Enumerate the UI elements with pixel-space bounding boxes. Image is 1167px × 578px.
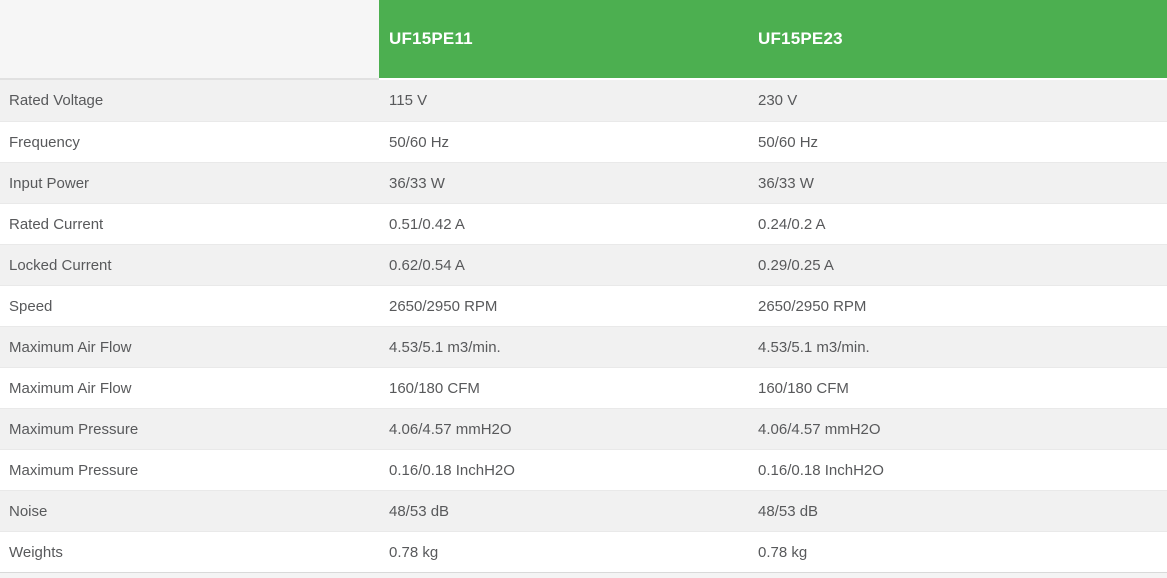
row-label: Speed xyxy=(9,297,53,315)
cell-value-uf15pe11: 0.16/0.18 InchH2O xyxy=(389,461,515,479)
row-label: Noise xyxy=(9,502,48,520)
row-label: Maximum Pressure xyxy=(9,420,139,438)
column-header-uf15pe23: UF15PE23 xyxy=(748,0,1167,80)
cell-value-uf15pe23: 4.53/5.1 m3/min. xyxy=(758,338,870,356)
cell-value-uf15pe11: 2650/2950 RPM xyxy=(389,297,498,315)
row-label: Locked Current xyxy=(9,256,112,274)
table-body: Rated Voltage 115 V 230 V Frequency 50/6… xyxy=(0,80,1167,572)
cell-value-uf15pe23: 0.24/0.2 A xyxy=(758,215,826,233)
cell-value-uf15pe23: 50/60 Hz xyxy=(758,133,819,151)
cell-value-uf15pe11: 160/180 CFM xyxy=(389,379,480,397)
cell-value-uf15pe23: 160/180 CFM xyxy=(758,379,849,397)
partial-next-row xyxy=(0,572,1167,578)
cell-value-uf15pe23: 0.78 kg xyxy=(758,543,808,561)
table-row: Maximum Air Flow 160/180 CFM 160/180 CFM xyxy=(0,367,1167,408)
table-row: Locked Current 0.62/0.54 A 0.29/0.25 A xyxy=(0,244,1167,285)
table-row: Maximum Air Flow 4.53/5.1 m3/min. 4.53/5… xyxy=(0,326,1167,367)
cell-value-uf15pe11: 115 V xyxy=(389,92,428,109)
cell-value-uf15pe23: 230 V xyxy=(758,92,798,109)
cell-value-uf15pe23: 36/33 W xyxy=(758,174,814,192)
cell-value-uf15pe23: 48/53 dB xyxy=(758,502,819,520)
cell-value-uf15pe23: 0.29/0.25 A xyxy=(758,256,834,274)
cell-value-uf15pe11: 4.53/5.1 m3/min. xyxy=(389,338,501,356)
cell-value-uf15pe11: 0.51/0.42 A xyxy=(389,215,465,233)
row-label: Input Power xyxy=(9,174,90,192)
table-row: Rated Voltage 115 V 230 V xyxy=(0,80,1167,121)
cell-value-uf15pe11: 4.06/4.57 mmH2O xyxy=(389,420,512,438)
table-row: Frequency 50/60 Hz 50/60 Hz xyxy=(0,121,1167,162)
cell-value-uf15pe23: 4.06/4.57 mmH2O xyxy=(758,420,881,438)
row-label: Rated Voltage xyxy=(9,92,104,109)
cell-value-uf15pe11: 0.78 kg xyxy=(389,543,439,561)
table-row: Rated Current 0.51/0.42 A 0.24/0.2 A xyxy=(0,203,1167,244)
column-header-uf15pe11: UF15PE11 xyxy=(379,0,748,80)
table-row: Maximum Pressure 4.06/4.57 mmH2O 4.06/4.… xyxy=(0,408,1167,449)
cell-value-uf15pe11: 50/60 Hz xyxy=(389,133,450,151)
header-row: UF15PE11 UF15PE23 xyxy=(0,0,1167,80)
cell-value-uf15pe23: 0.16/0.18 InchH2O xyxy=(758,461,884,479)
row-label: Rated Current xyxy=(9,215,104,233)
table-row: Speed 2650/2950 RPM 2650/2950 RPM xyxy=(0,285,1167,326)
row-label: Weights xyxy=(9,543,63,561)
cell-value-uf15pe11: 48/53 dB xyxy=(389,502,450,520)
cell-value-uf15pe11: 0.62/0.54 A xyxy=(389,256,465,274)
table-row: Weights 0.78 kg 0.78 kg xyxy=(0,531,1167,572)
row-label: Frequency xyxy=(9,133,80,151)
table-row: Maximum Pressure 0.16/0.18 InchH2O 0.16/… xyxy=(0,449,1167,490)
row-label: Maximum Pressure xyxy=(9,461,139,479)
cell-value-uf15pe11: 36/33 W xyxy=(389,174,445,192)
table-row: Noise 48/53 dB 48/53 dB xyxy=(0,490,1167,531)
header-spacer-cell xyxy=(0,0,379,80)
cell-value-uf15pe23: 2650/2950 RPM xyxy=(758,297,867,315)
table-row: Input Power 36/33 W 36/33 W xyxy=(0,162,1167,203)
row-label: Maximum Air Flow xyxy=(9,338,132,356)
row-label: Maximum Air Flow xyxy=(9,379,132,397)
